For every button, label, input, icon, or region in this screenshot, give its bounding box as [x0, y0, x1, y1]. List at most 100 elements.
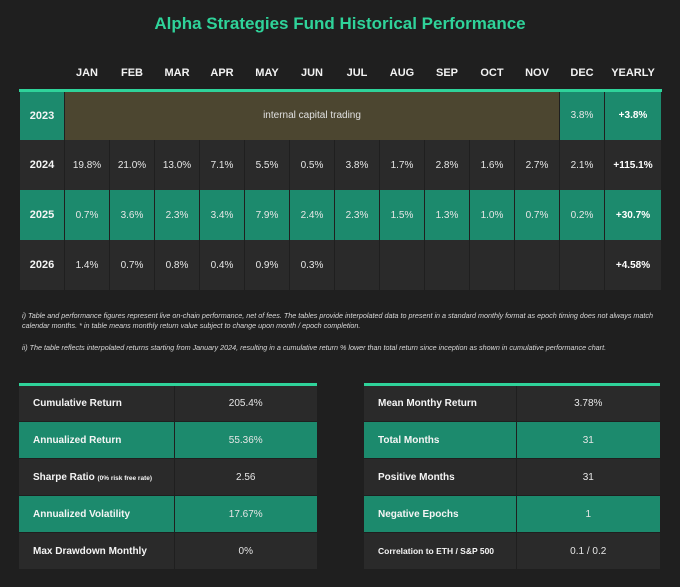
- table-row-2023: 2023 internal capital trading 3.8% +3.8%: [19, 88, 662, 140]
- stat-row: Annualized Volatility 17.67%: [19, 495, 317, 533]
- year-cell: 2026: [19, 240, 65, 290]
- month-cell: 0.9%: [244, 240, 290, 290]
- month-cell: 5.5%: [244, 140, 290, 190]
- stat-value: 3.78%: [516, 383, 660, 422]
- stat-value: 17.67%: [174, 495, 317, 533]
- stat-row: Positive Months 31: [364, 458, 660, 496]
- stat-label: Total Months: [364, 421, 517, 459]
- stat-label: Mean Monthy Return: [364, 383, 517, 422]
- stat-label: Max Drawdown Monthly: [19, 532, 175, 570]
- stat-value: 31: [516, 421, 660, 459]
- header-cell: NOV: [525, 67, 549, 80]
- header-cell: FEB: [121, 67, 143, 80]
- month-cell: 2.7%: [514, 140, 560, 190]
- yearly-cell: +115.1%: [604, 140, 662, 190]
- header-cell: OCT: [480, 67, 504, 80]
- header-cell: MAY: [255, 67, 279, 80]
- stat-sublabel: (0% risk free rate): [97, 474, 153, 482]
- table-row-2024: 2024 19.8% 21.0% 13.0% 7.1% 5.5% 0.5% 3.…: [19, 140, 662, 190]
- month-cell: 2.1%: [559, 140, 605, 190]
- footnote-1: i) Table and performance figures represe…: [22, 311, 653, 330]
- month-cell: 0.5%: [289, 140, 335, 190]
- stat-row: Total Months 31: [364, 421, 660, 459]
- stat-value: 31: [516, 458, 660, 496]
- month-cell: 1.5%: [379, 190, 425, 240]
- stat-row: Mean Monthy Return 3.78%: [364, 383, 660, 422]
- month-cell: [379, 240, 425, 290]
- stat-row: Max Drawdown Monthly 0%: [19, 532, 317, 570]
- header-cell: MAR: [164, 67, 190, 80]
- stat-label-cell: Sharpe Ratio (0% risk free rate): [19, 458, 175, 496]
- month-cell: 13.0%: [154, 140, 200, 190]
- header-cell: AUG: [389, 67, 415, 80]
- stat-label: Negative Epochs: [364, 495, 517, 533]
- stat-row: Annualized Return 55.36%: [19, 421, 317, 459]
- month-cell: 3.6%: [109, 190, 155, 240]
- performance-table: JAN FEB MAR APR MAY JUN JUL AUG SEP OCT …: [19, 58, 662, 290]
- month-cell: 1.3%: [424, 190, 470, 240]
- header-cell: JUN: [300, 67, 323, 80]
- month-cell: 7.9%: [244, 190, 290, 240]
- yearly-cell: +3.8%: [604, 88, 662, 140]
- stat-label: Positive Months: [364, 458, 517, 496]
- footnote-2: ii) The table reflects interpolated retu…: [22, 343, 607, 352]
- month-cell: 0.7%: [64, 190, 110, 240]
- stat-label: Cumulative Return: [19, 383, 175, 422]
- month-cell: 0.8%: [154, 240, 200, 290]
- month-cell: 3.4%: [199, 190, 245, 240]
- header-row: JAN FEB MAR APR MAY JUN JUL AUG SEP OCT …: [20, 58, 662, 90]
- table-row-2025: 2025 0.7% 3.6% 2.3% 3.4% 7.9% 2.4% 2.3% …: [19, 190, 662, 240]
- month-cell: 2.4%: [289, 190, 335, 240]
- month-cell: [424, 240, 470, 290]
- month-cell: 0.7%: [514, 190, 560, 240]
- year-cell: 2025: [19, 190, 65, 240]
- month-cell: 2.3%: [154, 190, 200, 240]
- yearly-cell: +4.58%: [604, 240, 662, 290]
- stat-row: Cumulative Return 205.4%: [19, 383, 317, 422]
- month-cell: 2.8%: [424, 140, 470, 190]
- month-cell: [334, 240, 380, 290]
- stats-table-right: Mean Monthy Return 3.78% Total Months 31…: [364, 383, 660, 570]
- header-cell: JUL: [346, 67, 368, 80]
- stat-row: Negative Epochs 1: [364, 495, 660, 533]
- header-cell: YEARLY: [611, 67, 655, 80]
- month-cell: 1.0%: [469, 190, 515, 240]
- stat-value: 55.36%: [174, 421, 317, 459]
- month-cell: 1.4%: [64, 240, 110, 290]
- month-cell: 1.6%: [469, 140, 515, 190]
- month-cell: 19.8%: [64, 140, 110, 190]
- stat-row: Sharpe Ratio (0% risk free rate) 2.56: [19, 458, 317, 496]
- table-row-2026: 2026 1.4% 0.7% 0.8% 0.4% 0.9% 0.3% +4.58…: [19, 240, 662, 290]
- year-cell: 2024: [19, 140, 65, 190]
- month-cell: [559, 240, 605, 290]
- month-cell: 3.8%: [334, 140, 380, 190]
- stat-label: Sharpe Ratio: [33, 471, 95, 483]
- yearly-cell: +30.7%: [604, 190, 662, 240]
- page-title: Alpha Strategies Fund Historical Perform…: [154, 14, 526, 33]
- month-cell: 0.2%: [559, 190, 605, 240]
- internal-trading-cell: internal capital trading: [64, 88, 560, 140]
- month-cell: 1.7%: [379, 140, 425, 190]
- month-cell: 3.8%: [559, 88, 605, 140]
- stat-value: 1: [516, 495, 660, 533]
- month-cell: 0.3%: [289, 240, 335, 290]
- header-cell: [20, 58, 65, 90]
- month-cell: [469, 240, 515, 290]
- stats-table-left: Cumulative Return 205.4% Annualized Retu…: [19, 383, 317, 570]
- year-cell: 2023: [19, 88, 65, 140]
- stat-label: Annualized Return: [19, 421, 175, 459]
- stat-label: Correlation to ETH / S&P 500: [364, 532, 517, 570]
- header-cell: JAN: [75, 67, 98, 80]
- stat-label: Annualized Volatility: [19, 495, 175, 533]
- stat-value: 205.4%: [174, 383, 317, 422]
- stat-value: 0%: [174, 532, 317, 570]
- month-cell: 7.1%: [199, 140, 245, 190]
- stat-value: 2.56: [174, 458, 317, 496]
- month-cell: 0.4%: [199, 240, 245, 290]
- month-cell: 2.3%: [334, 190, 380, 240]
- month-cell: [514, 240, 560, 290]
- header-cell: SEP: [435, 67, 458, 80]
- header-cell: APR: [210, 67, 234, 80]
- month-cell: 0.7%: [109, 240, 155, 290]
- header-cell: DEC: [570, 67, 594, 80]
